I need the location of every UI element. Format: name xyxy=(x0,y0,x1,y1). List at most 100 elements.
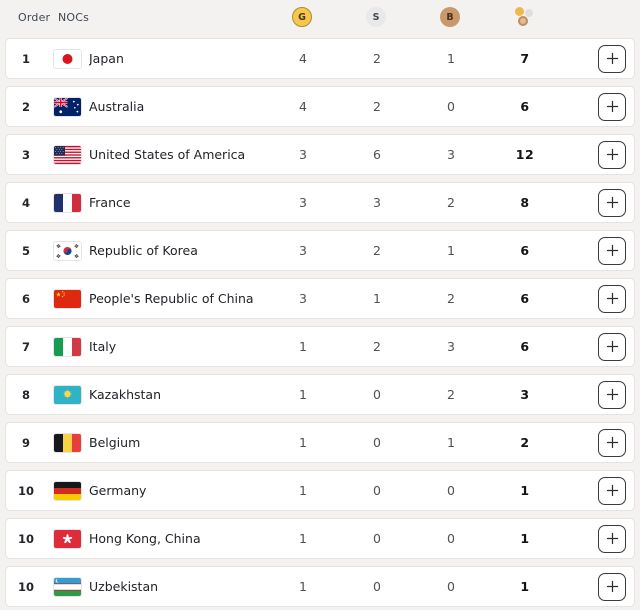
noc-name: France xyxy=(89,195,131,210)
expand-button[interactable] xyxy=(598,188,626,217)
bronze-count: 2 xyxy=(447,291,455,306)
silver-count: 2 xyxy=(373,99,381,114)
silver-count: 0 xyxy=(373,435,381,450)
rank-value: 7 xyxy=(21,339,30,354)
silver-count: 1 xyxy=(373,291,381,306)
gold-count: 1 xyxy=(299,387,307,402)
bronze-count: 3 xyxy=(447,339,455,354)
bronze-count: 0 xyxy=(447,579,455,594)
expand-button[interactable] xyxy=(598,92,626,121)
gold-count: 3 xyxy=(299,291,307,306)
noc-name: Belgium xyxy=(89,435,141,450)
noc-flag xyxy=(54,481,81,500)
total-count: 7 xyxy=(520,51,530,66)
bronze-count: 2 xyxy=(447,195,455,210)
gold-count: 1 xyxy=(299,531,307,546)
noc-flag xyxy=(54,97,81,116)
bronze-count: 0 xyxy=(447,531,455,546)
expand-button[interactable] xyxy=(598,380,626,409)
silver-count: 2 xyxy=(373,51,381,66)
plus-icon xyxy=(606,340,618,353)
table-row: 7 Italy 1 2 3 6 xyxy=(5,326,635,367)
gold-count: 1 xyxy=(299,339,307,354)
total-count: 8 xyxy=(520,195,530,210)
noc-flag xyxy=(54,145,81,164)
bronze-count: 1 xyxy=(447,435,455,450)
rank-value: 10 xyxy=(17,483,34,498)
gold-dot-icon xyxy=(515,7,524,16)
plus-icon xyxy=(606,52,618,65)
expand-button[interactable] xyxy=(598,332,626,361)
plus-icon xyxy=(606,436,618,449)
total-count: 1 xyxy=(520,531,530,546)
expand-button[interactable] xyxy=(598,572,626,601)
bronze-count: 1 xyxy=(447,243,455,258)
silver-count: 2 xyxy=(373,339,381,354)
expand-button[interactable] xyxy=(598,284,626,313)
expand-button[interactable] xyxy=(598,428,626,457)
bronze-dot-icon xyxy=(518,16,528,26)
gold-count: 3 xyxy=(299,243,307,258)
expand-button[interactable] xyxy=(598,140,626,169)
gold-count: 1 xyxy=(299,579,307,594)
rank-value: 9 xyxy=(21,435,30,450)
expand-button[interactable] xyxy=(598,236,626,265)
rank-value: 5 xyxy=(21,243,30,258)
noc-flag xyxy=(54,241,81,260)
noc-flag xyxy=(54,49,81,68)
noc-name: Italy xyxy=(89,339,117,354)
noc-flag xyxy=(54,289,81,308)
noc-flag xyxy=(54,433,81,452)
expand-button[interactable] xyxy=(598,44,626,73)
table-row: 8 Kazakhstan 1 0 2 3 xyxy=(5,374,635,415)
plus-icon xyxy=(606,100,618,113)
noc-name: Uzbekistan xyxy=(89,579,159,594)
total-count: 2 xyxy=(520,435,530,450)
plus-icon xyxy=(606,292,618,305)
total-count: 12 xyxy=(515,147,535,162)
rank-value: 10 xyxy=(17,531,34,546)
noc-name: United States of America xyxy=(89,147,246,162)
silver-count: 2 xyxy=(373,243,381,258)
total-count: 6 xyxy=(520,291,530,306)
table-row: 10 Uzbekistan 1 0 0 1 xyxy=(5,566,635,607)
medal-table-body: 1 Japan 4 2 1 7 2 Australia 4 2 0 6 xyxy=(0,32,640,607)
noc-name: People's Republic of China xyxy=(89,291,254,306)
total-count: 1 xyxy=(520,483,530,498)
rank-value: 6 xyxy=(21,291,30,306)
gold-count: 3 xyxy=(299,195,307,210)
silver-count: 3 xyxy=(373,195,381,210)
table-row: 2 Australia 4 2 0 6 xyxy=(5,86,635,127)
total-count: 6 xyxy=(520,243,530,258)
silver-count: 0 xyxy=(373,579,381,594)
gold-count: 1 xyxy=(299,483,307,498)
bronze-count: 2 xyxy=(447,387,455,402)
expand-button[interactable] xyxy=(598,476,626,505)
bronze-count: 3 xyxy=(447,147,455,162)
silver-count: 0 xyxy=(373,483,381,498)
plus-icon xyxy=(606,148,618,161)
plus-icon xyxy=(606,244,618,257)
expand-button[interactable] xyxy=(598,524,626,553)
rank-value: 1 xyxy=(21,51,30,66)
rank-value: 10 xyxy=(17,579,34,594)
table-row: 6 People's Republic of China 3 1 2 6 xyxy=(5,278,635,319)
noc-flag xyxy=(54,193,81,212)
silver-count: 0 xyxy=(373,387,381,402)
table-row: 10 Hong Kong, China 1 0 0 1 xyxy=(5,518,635,559)
noc-flag xyxy=(54,385,81,404)
silver-count: 6 xyxy=(373,147,381,162)
table-header: Order NOCs G S B xyxy=(5,0,635,32)
gold-count: 4 xyxy=(299,99,307,114)
noc-name: Germany xyxy=(89,483,147,498)
noc-name: Australia xyxy=(89,99,145,114)
plus-icon xyxy=(606,388,618,401)
gold-count: 1 xyxy=(299,435,307,450)
total-count: 6 xyxy=(520,339,530,354)
plus-icon xyxy=(606,196,618,209)
rank-value: 2 xyxy=(21,99,30,114)
gold-medal-icon: G xyxy=(292,7,312,27)
silver-medal-icon: S xyxy=(366,7,386,27)
table-row: 5 Republic of Korea 3 2 1 6 xyxy=(5,230,635,271)
bronze-medal-icon: B xyxy=(440,7,460,27)
